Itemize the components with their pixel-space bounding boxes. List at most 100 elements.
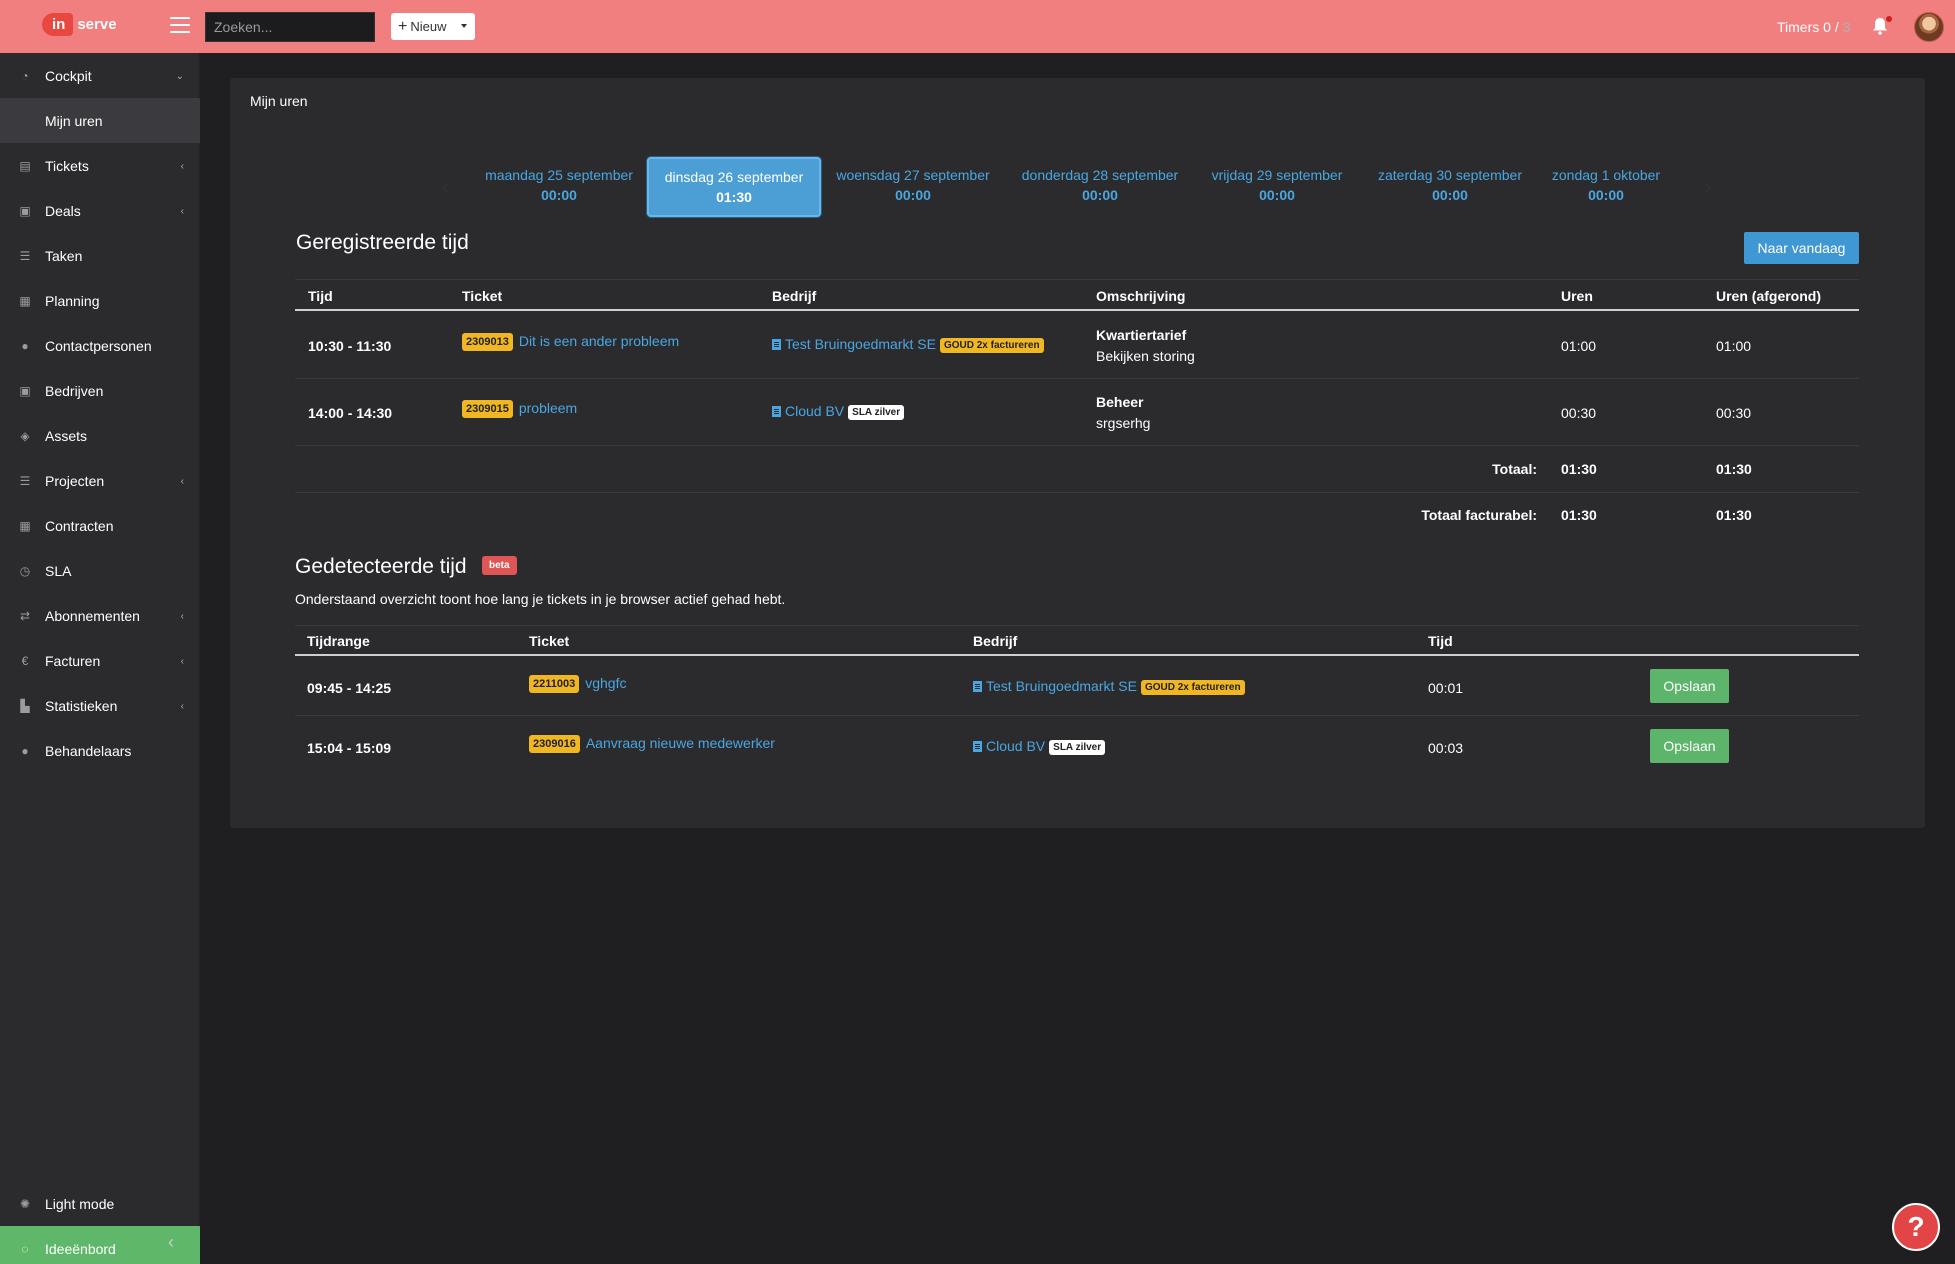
table-header-underline	[295, 309, 1859, 311]
list-icon: ☰	[19, 248, 31, 263]
chevron-left-icon: ‹	[180, 161, 184, 172]
detected-time-heading: Gedetecteerde tijd	[295, 555, 467, 578]
mijn-uren-card: Mijn uren ‹ › maandag 25 september 00:00…	[230, 78, 1925, 828]
light-mode-toggle[interactable]: ✺ Light mode	[0, 1181, 200, 1226]
table-divider	[295, 279, 1859, 280]
ticket-link[interactable]: Dit is een ander probleem	[518, 333, 680, 349]
logo-text: serve	[77, 16, 117, 33]
new-button-label: Nieuw	[410, 19, 447, 34]
row-desc: srgserhg	[1096, 415, 1151, 431]
sidebar-item-label: SLA	[45, 562, 72, 579]
sidebar-item-ideeenbord[interactable]: ◌ Ideeënbord	[0, 1226, 200, 1264]
sidebar-item-deals[interactable]: ▣ Deals ‹	[0, 188, 200, 233]
col-tijdrange: Tijdrange	[307, 633, 370, 649]
to-today-button[interactable]: Naar vandaag	[1744, 232, 1859, 264]
user-icon: ●	[21, 743, 29, 758]
save-button[interactable]: Opslaan	[1650, 729, 1729, 763]
sidebar-item-abonnementen[interactable]: ⇄ Abonnementen ‹	[0, 593, 200, 638]
briefcase-icon: ▣	[19, 203, 31, 218]
company-link[interactable]: Test Bruingoedmarkt SE	[986, 678, 1137, 694]
sidebar-item-label: Abonnementen	[45, 607, 140, 624]
sidebar-item-planning[interactable]: ▦ Planning	[0, 278, 200, 323]
sidebar-item-projecten[interactable]: ☰ Projecten ‹	[0, 458, 200, 503]
row-hours: 00:30	[1561, 405, 1597, 421]
user-avatar[interactable]	[1914, 12, 1944, 42]
row-company: Test Bruingoedmarkt SE GOUD 2x factureren	[973, 678, 1245, 695]
row-hours-rounded: 01:00	[1716, 338, 1752, 354]
calendar-grid-icon: ▦	[19, 518, 31, 533]
day-hours: 00:00	[1432, 187, 1468, 203]
menu-toggle-icon[interactable]	[170, 17, 190, 35]
search-input[interactable]	[205, 12, 375, 42]
row-desc-title: Kwartiertarief	[1096, 327, 1187, 343]
sidebar-item-label: Ideeënbord	[45, 1240, 116, 1257]
sidebar-item-tickets[interactable]: ▤ Tickets ‹	[0, 143, 200, 188]
bell-icon[interactable]	[1872, 17, 1888, 35]
col-bedrijf: Bedrijf	[772, 288, 817, 304]
next-week-icon[interactable]: ›	[1705, 176, 1712, 198]
help-icon[interactable]: ?	[1892, 1203, 1940, 1251]
sidebar-item-bedrijven[interactable]: ▣ Bedrijven	[0, 368, 200, 413]
ticket-number-badge[interactable]: 2309016	[529, 735, 580, 754]
row-time: 14:00 - 14:30	[308, 405, 393, 421]
day-friday[interactable]: vrijdag 29 september 00:00	[1202, 157, 1352, 217]
sidebar-item-assets[interactable]: ◈ Assets	[0, 413, 200, 458]
top-bar: in serve + Nieuw Timers 0 / 3	[0, 0, 1955, 53]
row-range: 09:45 - 14:25	[307, 680, 392, 696]
day-monday[interactable]: maandag 25 september 00:00	[479, 157, 639, 217]
row-time: 10:30 - 11:30	[308, 338, 392, 354]
day-thursday[interactable]: donderdag 28 september 00:00	[1015, 157, 1185, 217]
col-tijd: Tijd	[1428, 633, 1453, 649]
ticket-link[interactable]: Aanvraag nieuwe medewerker	[585, 735, 775, 751]
app-logo[interactable]: in serve	[42, 13, 117, 36]
sidebar-item-label: Assets	[45, 427, 88, 444]
table-divider	[295, 625, 1859, 626]
day-sunday[interactable]: zondag 1 oktober 00:00	[1546, 157, 1666, 217]
save-button[interactable]: Opslaan	[1650, 669, 1729, 703]
day-label: maandag 25 september	[485, 167, 633, 183]
col-bedrijf: Bedrijf	[973, 633, 1018, 649]
timers-indicator[interactable]: Timers 0 / 3	[1777, 19, 1850, 35]
ticket-link[interactable]: vghgfc	[585, 675, 627, 691]
lightbulb-icon: ◌	[21, 1241, 29, 1256]
day-label: woensdag 27 september	[836, 167, 990, 183]
day-tuesday[interactable]: dinsdag 26 september 01:30	[647, 157, 821, 217]
ticket-number-badge[interactable]: 2309013	[462, 333, 513, 352]
prev-week-icon[interactable]: ‹	[442, 176, 449, 198]
sidebar-item-contracten[interactable]: ▦ Contracten	[0, 503, 200, 548]
company-link[interactable]: Cloud BV	[986, 738, 1046, 754]
ticket-link[interactable]: probleem	[518, 400, 578, 416]
day-saturday[interactable]: zaterdag 30 september 00:00	[1368, 157, 1532, 217]
company-link[interactable]: Cloud BV	[785, 403, 845, 419]
day-hours: 00:00	[541, 187, 577, 203]
day-label: donderdag 28 september	[1021, 167, 1179, 183]
company-link[interactable]: Test Bruingoedmarkt SE	[785, 336, 936, 352]
sidebar-item-label: Projecten	[45, 472, 105, 489]
building-icon: ▣	[19, 383, 31, 398]
billable-value: 01:30	[1561, 507, 1597, 523]
calendar-icon: ▦	[19, 293, 31, 308]
chevron-left-icon: ‹	[180, 701, 184, 712]
ticket-number-badge[interactable]: 2309015	[462, 400, 513, 419]
sidebar-item-behandelaars[interactable]: ● Behandelaars	[0, 728, 200, 773]
new-button[interactable]: + Nieuw	[391, 13, 475, 40]
col-ticket: Ticket	[462, 288, 503, 304]
sidebar-item-contactpersonen[interactable]: ● Contactpersonen	[0, 323, 200, 368]
cubes-icon: ◈	[20, 428, 30, 443]
sidebar-item-statistieken[interactable]: ▙ Statistieken ‹	[0, 683, 200, 728]
chat-icon: ▤	[19, 158, 31, 173]
detected-description: Onderstaand overzicht toont hoe lang je …	[295, 591, 786, 607]
timers-label: Timers 0 /	[1777, 19, 1839, 35]
sidebar-item-label: Bedrijven	[45, 382, 104, 399]
light-mode-label: Light mode	[45, 1195, 115, 1212]
sidebar-item-sla[interactable]: ◷ SLA	[0, 548, 200, 593]
day-wednesday[interactable]: woensdag 27 september 00:00	[829, 157, 997, 217]
sidebar-item-taken[interactable]: ☰ Taken	[0, 233, 200, 278]
sidebar-item-label: Tickets	[45, 157, 89, 174]
row-desc: Bekijken storing	[1096, 348, 1195, 364]
sidebar-item-cockpit[interactable]: ◔ Cockpit ⌄	[0, 53, 200, 98]
ticket-number-badge[interactable]: 2211003	[529, 675, 580, 694]
collapse-sidebar-icon[interactable]: ‹	[168, 1232, 174, 1252]
sidebar-item-facturen[interactable]: € Facturen ‹	[0, 638, 200, 683]
sidebar-item-mijn-uren[interactable]: Mijn uren	[0, 98, 200, 143]
